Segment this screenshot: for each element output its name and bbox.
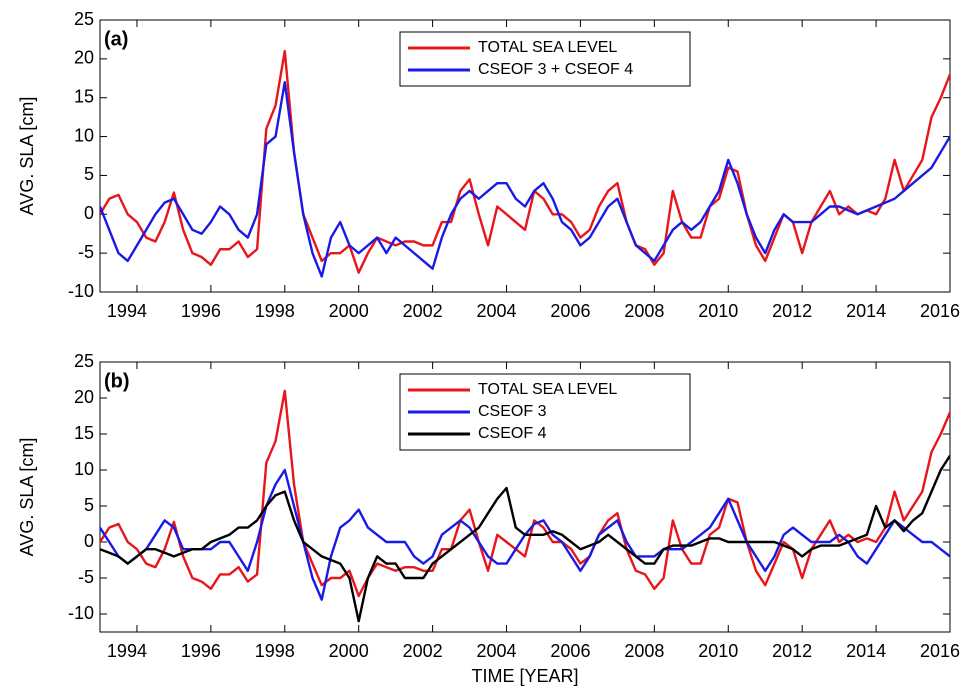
y-tick-label: 15 — [74, 86, 94, 106]
y-tick-label: 10 — [74, 125, 94, 145]
y-tick-label: 25 — [74, 9, 94, 29]
x-tick-label: 2014 — [846, 641, 886, 661]
series-line — [100, 80, 950, 278]
x-tick-label: 2016 — [920, 301, 960, 321]
y-tick-label: 15 — [74, 423, 94, 443]
y-tick-label: 5 — [84, 495, 94, 515]
y-tick-label: 25 — [74, 351, 94, 371]
x-tick-label: 2004 — [476, 301, 516, 321]
x-tick-label: 2002 — [403, 301, 443, 321]
y-tick-label: 20 — [74, 387, 94, 407]
plot-lines — [100, 49, 950, 278]
x-tick-label: 2006 — [550, 641, 590, 661]
plot-frame — [99, 361, 951, 633]
y-tick-label: 10 — [74, 459, 94, 479]
legend-label: CSEOF 4 — [478, 425, 547, 442]
x-tick-label: 2012 — [772, 641, 812, 661]
panel-label: (a) — [104, 28, 128, 50]
legend-label: CSEOF 3 + CSEOF 4 — [478, 61, 633, 78]
series-line — [100, 389, 950, 598]
plot-frame — [99, 19, 951, 293]
y-tick-label: 5 — [84, 164, 94, 184]
legend-label: TOTAL SEA LEVEL — [478, 381, 617, 398]
plot-lines — [100, 389, 950, 623]
legend-label: TOTAL SEA LEVEL — [478, 39, 617, 56]
panel-label: (b) — [104, 370, 130, 392]
y-axis-label: AVG. SLA [cm] — [17, 438, 37, 557]
x-tick-label: 1998 — [255, 301, 295, 321]
x-tick-label: 1994 — [107, 301, 147, 321]
series-line — [100, 49, 950, 274]
x-tick-label: 2008 — [624, 301, 664, 321]
y-tick-label: 20 — [74, 48, 94, 68]
x-tick-label: 2010 — [698, 301, 738, 321]
x-tick-label: 1994 — [107, 641, 147, 661]
y-tick-label: -5 — [78, 242, 94, 262]
y-tick-label: 0 — [84, 203, 94, 223]
legend-box — [399, 31, 691, 87]
x-tick-label: 2012 — [772, 301, 812, 321]
series-line — [100, 454, 950, 623]
x-tick-label: 2000 — [329, 301, 369, 321]
x-tick-label: 1996 — [181, 301, 221, 321]
y-tick-label: -10 — [68, 281, 94, 301]
x-tick-label: 2008 — [624, 641, 664, 661]
y-tick-label: -5 — [78, 567, 94, 587]
x-axis-label: TIME [YEAR] — [471, 666, 578, 686]
legend-label: CSEOF 3 — [478, 403, 547, 420]
x-tick-label: 2010 — [698, 641, 738, 661]
x-tick-label: 2004 — [476, 641, 516, 661]
x-tick-label: 2002 — [403, 641, 443, 661]
x-tick-label: 1998 — [255, 641, 295, 661]
x-tick-label: 2014 — [846, 301, 886, 321]
x-tick-label: 2016 — [920, 641, 960, 661]
y-axis-label: AVG. SLA [cm] — [17, 97, 37, 216]
y-tick-label: -10 — [68, 603, 94, 623]
x-tick-label: 2006 — [550, 301, 590, 321]
x-tick-label: 2000 — [329, 641, 369, 661]
x-tick-label: 1996 — [181, 641, 221, 661]
y-tick-label: 0 — [84, 531, 94, 551]
